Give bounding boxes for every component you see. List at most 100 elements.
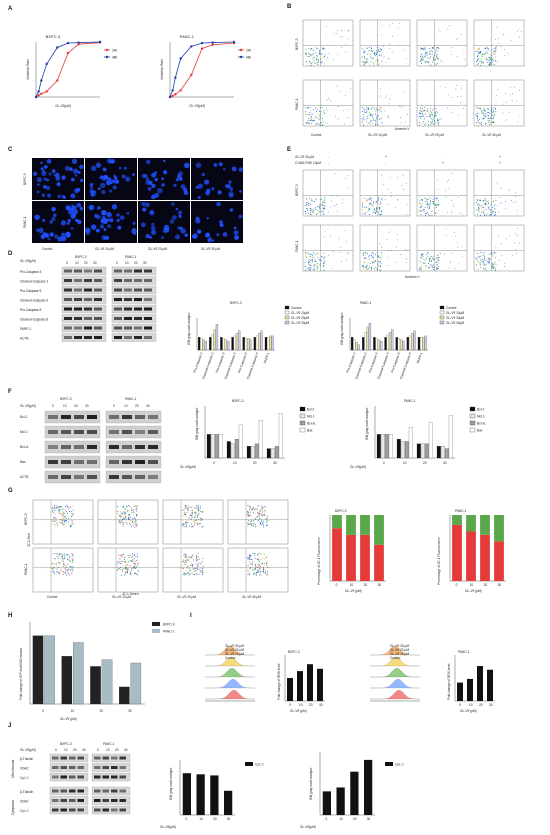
event-dot [490, 121, 492, 123]
bar [215, 324, 219, 351]
band [74, 326, 82, 330]
data-point [211, 41, 214, 44]
nucleus [195, 185, 199, 189]
event-dot [423, 60, 425, 62]
nucleus [175, 207, 179, 211]
event-dot [479, 122, 481, 124]
nucleus [151, 222, 155, 226]
legend-swatch-d [439, 305, 445, 310]
event-dot [132, 511, 134, 513]
event-dot [135, 523, 137, 525]
event-dot [430, 64, 432, 66]
event-dot [476, 113, 478, 115]
legend-label: 24h [246, 48, 252, 52]
event-dot [424, 210, 426, 212]
plot-frame [97, 499, 159, 545]
event-dot [136, 556, 138, 558]
event-dot [195, 520, 197, 522]
event-dot [265, 560, 267, 562]
nucleus [154, 177, 158, 182]
event-dot [421, 108, 423, 110]
event-dot [347, 30, 349, 32]
plot-frame [162, 547, 224, 593]
event-dot [374, 51, 376, 53]
event-dot [479, 199, 481, 201]
event-dot [267, 566, 269, 568]
column-label-c: GL-V9 10 μM [95, 247, 114, 251]
legend-label: 48h [112, 55, 118, 59]
event-dot [498, 235, 499, 237]
event-dot [490, 59, 492, 61]
event-dot [426, 266, 428, 268]
event-dot [253, 508, 255, 510]
event-dot [479, 116, 481, 118]
nucleus [70, 226, 74, 230]
bar [420, 443, 425, 459]
event-dot [131, 553, 133, 555]
event-dot [387, 264, 389, 266]
event-dot [477, 206, 479, 208]
event-dot [398, 105, 400, 107]
event-dot [369, 112, 371, 114]
event-dot [479, 118, 481, 120]
event-dot [425, 52, 427, 54]
event-dot [191, 571, 193, 573]
category-label: 10 [233, 461, 237, 465]
event-dot [479, 264, 481, 266]
event-dot [320, 111, 322, 113]
event-dot [420, 267, 422, 269]
event-dot [419, 113, 421, 115]
event-dot [314, 269, 316, 271]
event-dot [200, 562, 202, 564]
event-dot [70, 568, 72, 570]
nucleus [49, 220, 53, 224]
band-label-j: Cyt. C [20, 776, 30, 780]
event-dot [312, 54, 314, 56]
event-dot [477, 55, 479, 57]
event-dot [436, 56, 438, 58]
category-label: Pro-Caspase 3 [345, 352, 356, 374]
event-dot [196, 556, 198, 558]
panel-label-h: H [8, 613, 12, 619]
event-dot [367, 106, 369, 108]
event-dot [365, 267, 367, 269]
event-dot [370, 57, 372, 59]
event-dot [321, 47, 323, 49]
band [119, 799, 126, 802]
event-dot [259, 572, 261, 574]
event-dot [335, 33, 337, 34]
event-dot [127, 561, 129, 563]
event-dot [246, 522, 248, 524]
nucleus [93, 190, 96, 194]
event-dot [504, 92, 506, 94]
event-dot [196, 567, 198, 569]
event-dot [481, 54, 483, 56]
event-dot [491, 254, 493, 256]
event-dot [135, 563, 137, 565]
event-dot [72, 554, 74, 556]
event-dot [435, 52, 437, 54]
event-dot [117, 510, 119, 512]
event-dot [337, 30, 338, 31]
event-dot [193, 517, 195, 519]
event-dot [494, 211, 496, 213]
event-dot [396, 233, 398, 235]
event-dot [129, 523, 131, 525]
legend-label-i: GL-V9 20 μM [225, 648, 244, 652]
event-dot [263, 514, 265, 516]
event-dot [434, 62, 436, 64]
event-dot [388, 103, 390, 105]
event-dot [493, 253, 495, 255]
event-dot [312, 120, 314, 122]
event-dot [420, 265, 422, 267]
event-dot [375, 107, 377, 109]
event-dot [190, 518, 192, 520]
event-dot [320, 122, 322, 124]
event-dot [422, 120, 424, 122]
event-dot [484, 110, 486, 112]
event-dot [433, 115, 435, 117]
event-dot [480, 108, 482, 110]
event-dot [426, 61, 428, 63]
event-dot [196, 507, 198, 509]
x-label-j: GL-V9(μM) [300, 825, 316, 829]
